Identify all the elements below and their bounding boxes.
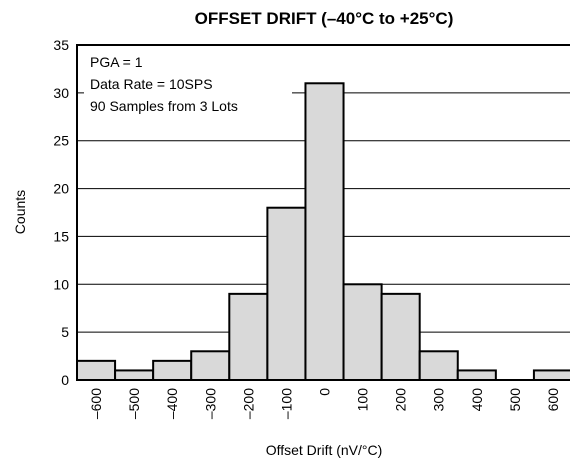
y-tick-label: 35	[53, 37, 69, 53]
x-tick-label: 500	[507, 388, 523, 412]
x-tick-label: 200	[393, 388, 409, 412]
y-tick-label: 0	[61, 372, 69, 388]
bar	[228, 292, 269, 382]
bar	[532, 369, 570, 381]
annotation-background	[84, 50, 292, 120]
y-tick-label: 25	[53, 133, 69, 149]
x-tick-label: –200	[240, 388, 256, 419]
x-tick-label: –100	[278, 388, 294, 419]
x-axis-label: Offset Drift (nV/°C)	[266, 442, 383, 458]
annotation-line: Data Rate = 10SPS	[90, 76, 213, 92]
y-tick-label: 15	[53, 228, 69, 244]
y-axis-label: Counts	[12, 190, 28, 234]
x-tick-label: 0	[317, 388, 333, 396]
bar	[266, 206, 307, 381]
x-tick-label: 400	[469, 388, 485, 412]
plot-frame	[76, 44, 570, 381]
y-tick-label: 5	[61, 324, 69, 340]
annotation-line: PGA = 1	[90, 54, 143, 70]
annotation-box: PGA = 1 Data Rate = 10SPS 90 Samples fro…	[84, 50, 292, 120]
x-tick-label: –300	[202, 388, 218, 419]
x-tick-labels: –600 –500 –400 –300 –200 –100 0 100 200 300 400 500…	[88, 388, 561, 419]
bars	[76, 82, 570, 382]
y-tick-label: 30	[53, 85, 69, 101]
y-tick-label: 20	[53, 181, 69, 197]
bar	[190, 350, 231, 381]
x-tick-label: –600	[88, 388, 104, 419]
bar	[342, 283, 383, 381]
bar	[152, 359, 193, 382]
x-tick-label: 300	[431, 388, 447, 412]
x-tick-label: –500	[126, 388, 142, 419]
annotation-line: 90 Samples from 3 Lots	[90, 98, 238, 114]
x-tick-label: –400	[164, 388, 180, 419]
y-tick-label: 10	[53, 276, 69, 292]
bar	[380, 292, 421, 382]
bar	[418, 350, 459, 381]
x-tick-label: 600	[545, 388, 561, 412]
chart-title: OFFSET DRIFT (–40°C to +25°C)	[195, 9, 454, 28]
bar	[114, 369, 155, 381]
bar	[304, 82, 345, 382]
bar	[456, 369, 497, 381]
bar	[76, 359, 117, 382]
y-tick-labels: 0 5 10 15 20 25 30 35	[53, 37, 69, 388]
x-tick-label: 100	[355, 388, 371, 412]
